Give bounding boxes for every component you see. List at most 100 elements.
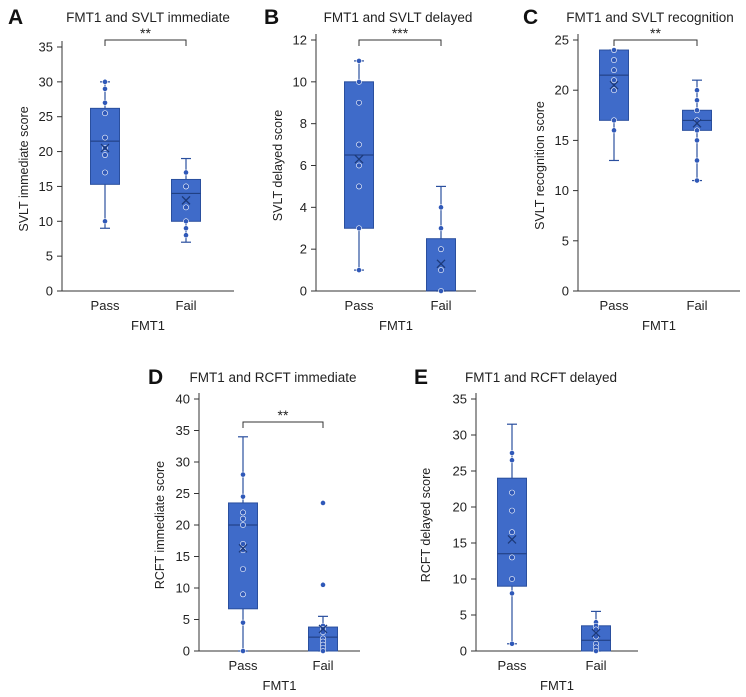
mean-marker-stroke: [318, 624, 328, 634]
data-point: [611, 87, 617, 94]
mean-marker: [100, 143, 110, 153]
data-point: [611, 57, 617, 63]
significance-label: ***: [392, 25, 409, 41]
panel-a-y-tick-label: 15: [39, 179, 53, 194]
panel-d-box-fail: [308, 500, 338, 654]
data-point: [102, 99, 108, 106]
mean-marker: [354, 154, 364, 164]
data-point: [611, 127, 617, 134]
panel-b-y-tick-label: 0: [300, 284, 307, 299]
panel-d-y-tick-label: 10: [176, 581, 190, 596]
panel-a-box-fail: [171, 157, 201, 243]
data-point: [183, 232, 189, 239]
panel-e-y-tick-label: 5: [460, 608, 467, 623]
data-point: [102, 169, 108, 176]
data-point: [240, 493, 246, 500]
panel-d-y-tick-label: 0: [183, 644, 190, 659]
panel-a-box-pass: [90, 78, 120, 229]
data-point: [356, 141, 362, 148]
panel-b-x-tick-label: Pass: [345, 298, 374, 313]
data-point: [694, 177, 700, 184]
data-point: [509, 640, 515, 647]
mean-marker: [436, 259, 446, 269]
data-point: [102, 85, 108, 92]
data-point: [438, 204, 444, 211]
panel-b-y-tick-label: 2: [300, 242, 307, 257]
data-point: [183, 225, 189, 232]
panel-e-y-tick-label: 15: [453, 536, 467, 551]
panel-c-x-axis-label: FMT1: [642, 318, 676, 333]
data-point: [611, 77, 617, 84]
data-point: [509, 457, 515, 464]
panel-e-x-axis-label: FMT1: [540, 678, 574, 693]
panel-d-title: FMT1 and RCFT immediate: [189, 370, 356, 385]
data-point: [102, 110, 108, 117]
panel-b-y-tick-label: 6: [300, 158, 307, 173]
panel-e-box-fail: [581, 610, 611, 654]
panel-c-x-tick-label: Fail: [687, 298, 708, 313]
panel-a-y-tick-label: 30: [39, 74, 53, 89]
panel-a-y-axis-label: SVLT immediate score: [17, 106, 31, 231]
panel-b-y-tick-label: 10: [293, 74, 307, 89]
bracket-line: [358, 39, 442, 46]
chart-panel-a: A FMT1 and SVLT immediate 0 5 10 15 20 25 30 35 SV…: [8, 6, 234, 333]
data-point: [694, 137, 700, 144]
data-point: [356, 58, 362, 64]
panel-b-box-pass: [344, 58, 374, 273]
bracket-line: [613, 39, 698, 46]
panel-d-y-tick-label: 30: [176, 455, 190, 470]
mean-marker: [591, 628, 601, 638]
panel-e-y-tick-label: 25: [453, 464, 467, 479]
mean-marker: [507, 534, 517, 544]
panel-c-title: FMT1 and SVLT recognition: [566, 10, 734, 25]
panel-c-y-tick-label: 10: [555, 183, 569, 198]
panel-e-y-tick-label: 20: [453, 500, 467, 515]
data-point: [240, 522, 246, 528]
panel-a-y-tick-label: 25: [39, 109, 53, 124]
panel-d-y-tick-label: 5: [183, 612, 190, 627]
panel-e-x-tick-label: Fail: [586, 658, 607, 673]
data-point: [694, 97, 700, 104]
bracket-line: [104, 39, 187, 46]
panel-c-y-tick-label: 5: [562, 233, 569, 248]
data-point: [611, 117, 617, 124]
mean-marker-stroke: [591, 628, 601, 638]
data-point: [509, 529, 515, 536]
panel-a-letter: A: [8, 6, 23, 29]
data-point: [611, 47, 617, 53]
mean-marker: [692, 118, 702, 128]
data-point: [509, 507, 515, 514]
panel-a-x-tick-label: Pass: [91, 298, 120, 313]
panel-a-x-axis-label: FMT1: [131, 318, 165, 333]
panel-e-title: FMT1 and RCFT delayed: [465, 370, 617, 385]
panel-b-x-tick-label: Fail: [431, 298, 452, 313]
panel-d-y-tick-label: 40: [176, 392, 190, 407]
panel-a-title: FMT1 and SVLT immediate: [66, 10, 230, 25]
data-point: [509, 450, 515, 456]
panel-d-y-tick-label: 20: [176, 518, 190, 533]
data-point: [694, 107, 700, 114]
data-point: [438, 267, 444, 273]
panel-d-y-tick-label: 35: [176, 423, 190, 438]
data-point: [102, 78, 108, 85]
mean-marker-stroke: [609, 80, 619, 90]
data-point: [356, 267, 362, 273]
data-point: [356, 78, 362, 85]
mean-marker: [609, 80, 619, 90]
bracket-line: [242, 421, 324, 428]
data-point: [240, 591, 246, 598]
data-point: [240, 541, 246, 547]
panel-c-y-tick-label: 20: [555, 83, 569, 98]
data-point: [240, 515, 246, 522]
panel-c-y-tick-label: 0: [562, 284, 569, 299]
panel-e-y-axis-label: RCFT delayed score: [419, 468, 433, 582]
panel-b-significance-bracket: ***: [358, 25, 442, 46]
data-point: [240, 619, 246, 626]
panel-d-x-tick-label: Fail: [313, 658, 334, 673]
data-point: [183, 183, 189, 190]
panel-a-y-tick-label: 20: [39, 144, 53, 159]
panel-b-box-fail: [426, 185, 456, 294]
mean-marker-stroke: [238, 543, 248, 553]
mean-marker-stroke: [354, 154, 364, 164]
